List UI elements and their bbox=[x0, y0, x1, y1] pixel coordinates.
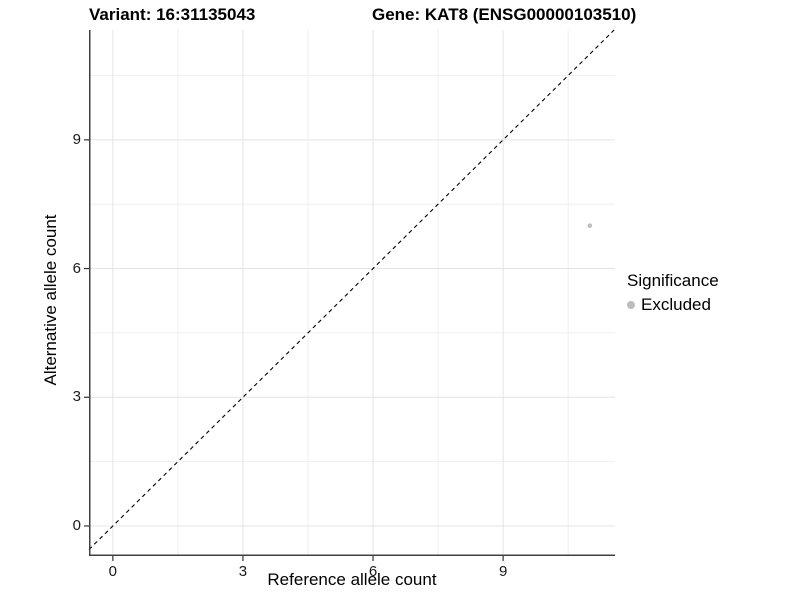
plot-title-gene: Gene: KAT8 (ENSG00000103510) bbox=[372, 5, 637, 24]
y-tick-label: 6 bbox=[72, 259, 81, 277]
x-tick-label: 6 bbox=[368, 563, 378, 580]
plot-title-variant: Variant: 16:31135043 bbox=[89, 5, 256, 24]
y-tick-label: 9 bbox=[72, 130, 81, 148]
scatter-plot bbox=[84, 29, 615, 561]
legend-entries: Excluded bbox=[627, 295, 719, 315]
chart-panel: 0 3 6 9 0 3 6 9 bbox=[73, 29, 615, 580]
x-tick-label: 0 bbox=[108, 563, 118, 580]
legend-entry: Excluded bbox=[627, 295, 719, 315]
legend: Significance Excluded bbox=[627, 271, 719, 315]
y-axis-label: Alternative allele count bbox=[41, 214, 60, 386]
legend-entry-label: Excluded bbox=[641, 295, 711, 314]
data-point bbox=[587, 223, 593, 228]
y-tick-label: 0 bbox=[72, 516, 81, 534]
x-axis-label: Reference allele count bbox=[267, 570, 437, 589]
y-tick-label: 3 bbox=[72, 388, 81, 406]
legend-marker-icon bbox=[627, 301, 635, 309]
identity-reference-line bbox=[88, 29, 615, 550]
legend-title: Significance bbox=[627, 271, 719, 290]
x-tick-label: 3 bbox=[238, 563, 248, 580]
x-tick-label: 9 bbox=[498, 563, 508, 580]
